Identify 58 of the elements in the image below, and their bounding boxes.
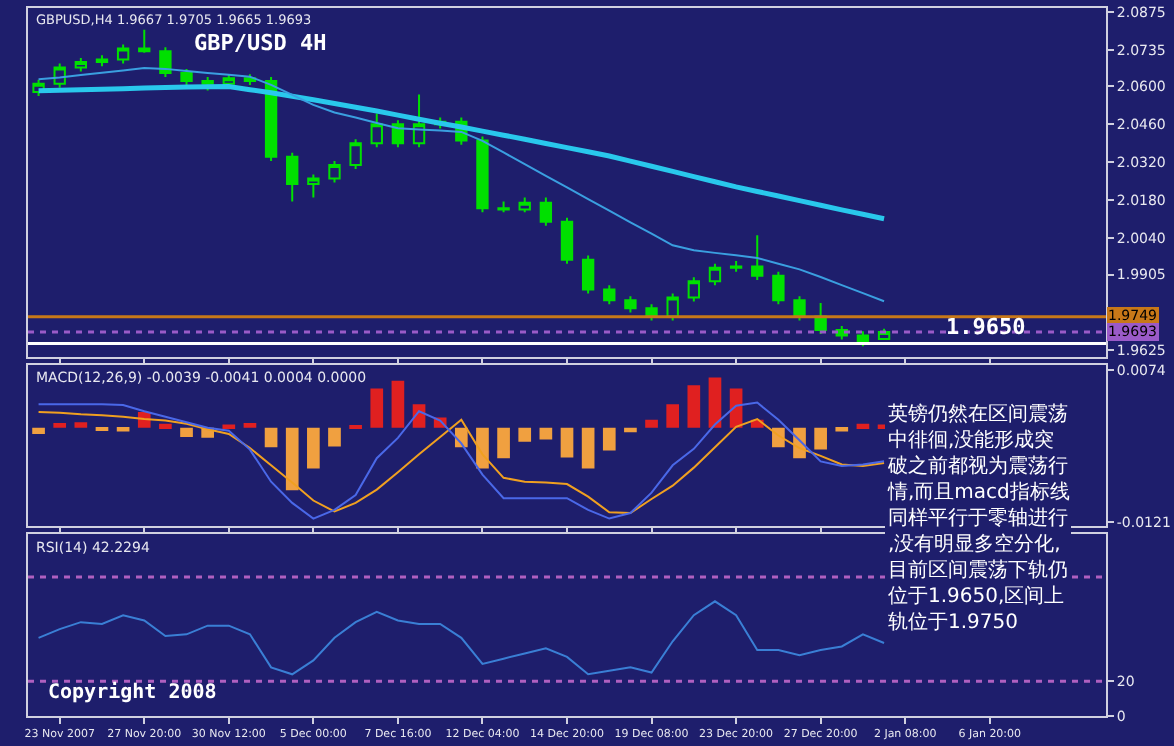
bar bbox=[180, 427, 193, 438]
bar bbox=[835, 426, 849, 432]
candlestick bbox=[581, 254, 595, 295]
bar bbox=[814, 427, 827, 450]
candlestick bbox=[539, 196, 553, 227]
candlestick bbox=[370, 112, 383, 149]
text: 英镑仍然在区间震荡中徘徊,没能形成突破之前都视为震荡行情,而且macd指标线同样平行于零轴进行,没有明显多空分化,目前区间震荡下轨仍位于1.9650,区间上轨位于1.9750 bbox=[888, 404, 1070, 634]
line-series bbox=[37, 600, 886, 676]
bar bbox=[497, 427, 510, 459]
line-series bbox=[36, 83, 887, 222]
bar bbox=[328, 427, 341, 447]
candlestick bbox=[751, 234, 764, 281]
bar bbox=[285, 427, 299, 491]
bar bbox=[518, 427, 532, 442]
bar bbox=[666, 404, 680, 428]
bar bbox=[560, 427, 574, 458]
candlestick bbox=[412, 93, 426, 149]
bar bbox=[53, 422, 67, 428]
candlestick bbox=[476, 135, 489, 214]
bar bbox=[856, 423, 870, 429]
bar bbox=[264, 427, 278, 448]
bar bbox=[116, 426, 130, 432]
line-series bbox=[37, 67, 886, 303]
bar bbox=[708, 377, 722, 428]
candlestick bbox=[349, 138, 362, 170]
candlestick bbox=[138, 28, 151, 54]
candlestick bbox=[307, 173, 320, 199]
candlestick bbox=[116, 43, 130, 65]
candlestick bbox=[180, 67, 193, 87]
candlestick bbox=[603, 284, 616, 306]
bar bbox=[645, 419, 658, 428]
candlestick bbox=[560, 216, 574, 265]
ref-line-label: 1.9650 bbox=[946, 314, 1026, 340]
bar bbox=[581, 427, 595, 469]
bar bbox=[687, 385, 701, 428]
candlestick bbox=[518, 196, 531, 214]
bar bbox=[243, 422, 257, 428]
bar bbox=[32, 427, 45, 434]
candlestick bbox=[708, 262, 722, 287]
bar bbox=[602, 427, 616, 451]
candlestick bbox=[74, 57, 88, 73]
candlestick bbox=[729, 259, 743, 273]
candlestick bbox=[159, 46, 172, 78]
bar bbox=[159, 423, 172, 429]
bar bbox=[391, 380, 405, 428]
candlestick bbox=[772, 270, 785, 306]
candlestick bbox=[687, 276, 700, 303]
candlestick bbox=[497, 200, 510, 214]
candlestick bbox=[624, 295, 637, 314]
bar bbox=[370, 388, 384, 428]
candlestick bbox=[95, 54, 109, 68]
bar bbox=[74, 422, 88, 428]
annotation: Copyright 2008 bbox=[48, 680, 217, 704]
candlestick bbox=[328, 159, 341, 184]
candlestick bbox=[793, 295, 806, 322]
bar bbox=[307, 427, 320, 469]
candlestick bbox=[286, 151, 299, 203]
text: GBP/USD 4H bbox=[194, 30, 327, 56]
